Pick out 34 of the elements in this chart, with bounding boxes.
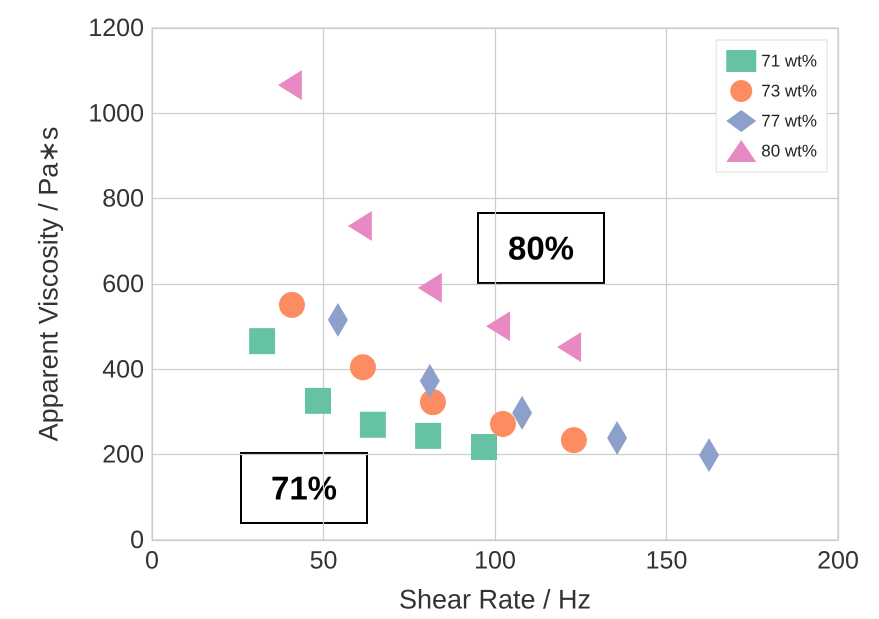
point [560, 427, 587, 454]
annotation: 71% [270, 470, 338, 506]
y-tick-label: 0 [130, 526, 144, 554]
point [249, 328, 276, 354]
y-tick-label: 400 [102, 355, 144, 384]
point [305, 388, 332, 414]
legend-label: 71 wt% [761, 52, 817, 70]
y-tick-label: 800 [102, 184, 144, 213]
x-tick-label: 200 [817, 546, 859, 574]
legend-label: 73 wt% [761, 82, 817, 100]
x-tick-label: 100 [474, 546, 516, 574]
point [557, 332, 582, 362]
y-tick-label: 600 [102, 270, 144, 298]
legend-label: 77 wt% [761, 112, 817, 130]
point [350, 354, 376, 380]
y-tick-label: 200 [102, 440, 144, 469]
point [415, 422, 442, 449]
point [278, 292, 305, 318]
legend-label: 80 wt% [761, 142, 817, 160]
point [360, 412, 386, 438]
x-tick-label: 50 [310, 546, 338, 574]
point [278, 70, 302, 100]
y-axis-title: Apparent Viscosity / Pa∗s [34, 126, 64, 442]
point [348, 210, 372, 241]
annotation: 80% [508, 230, 574, 266]
x-tick-label: 150 [646, 546, 688, 574]
y-tick-label: 1000 [88, 99, 144, 128]
point [486, 311, 510, 342]
y-tick-label: 1200 [88, 14, 144, 42]
point [490, 410, 516, 437]
point [471, 434, 498, 460]
point [418, 272, 442, 303]
point [420, 389, 446, 416]
x-axis-title: Shear Rate / Hz [398, 584, 592, 614]
